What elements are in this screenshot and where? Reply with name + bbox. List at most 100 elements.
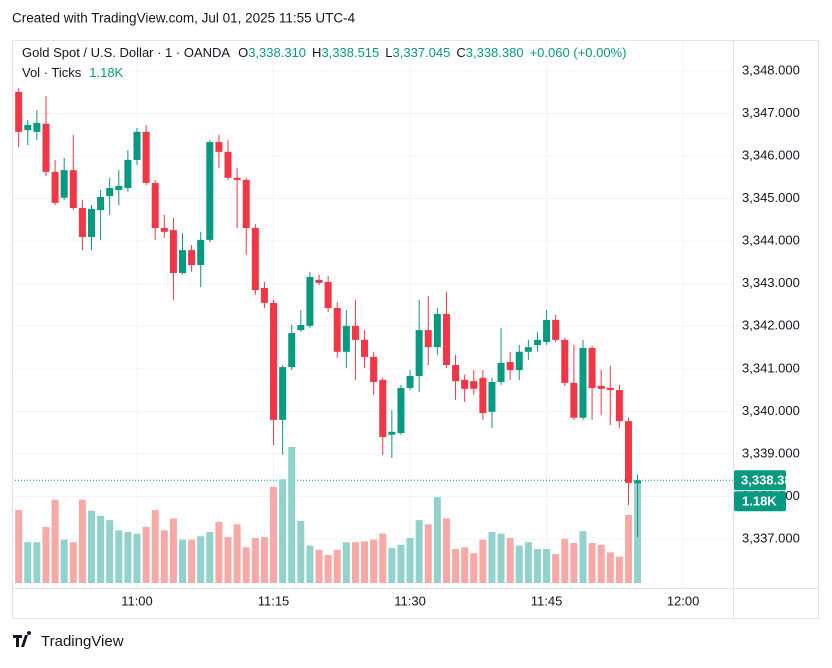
y-tick-label: 3,340.000 (742, 403, 800, 418)
candle-body (270, 302, 278, 420)
volume-bar (506, 537, 514, 583)
volume-bar (15, 509, 23, 583)
volume-bar (233, 524, 241, 583)
legend-symbol: Gold Spot / U.S. Dollar · 1 · OANDA O3,33… (22, 45, 626, 60)
volume-bar (87, 510, 95, 583)
candle-body (470, 381, 478, 389)
candle-body (333, 307, 341, 352)
volume-bar (452, 549, 460, 583)
candle-body (188, 250, 196, 266)
volume-bar (215, 521, 223, 583)
candle-body (433, 313, 441, 348)
candle-body (24, 125, 32, 131)
volume-last-label: 1.18K (742, 494, 777, 509)
ohlc-label: L (385, 45, 392, 60)
candle-body (197, 239, 205, 266)
volume-bar (579, 531, 587, 583)
volume-bar (333, 549, 341, 583)
volume-bar (588, 543, 596, 583)
candle-body (97, 196, 105, 211)
candle-body (388, 431, 396, 435)
volume-bar (224, 537, 232, 583)
x-tick-label: 11:00 (121, 593, 153, 608)
volume-bar (142, 526, 150, 583)
candle-body (515, 351, 523, 371)
candle-body (543, 319, 551, 343)
volume-bar (570, 543, 578, 583)
candle-body (142, 131, 150, 183)
candle-body (406, 376, 414, 388)
candle-body (224, 151, 232, 178)
volume-bar (179, 539, 187, 583)
legend-symbol-name: Gold Spot / U.S. Dollar · 1 · OANDA (22, 45, 230, 60)
candle-body (506, 362, 514, 371)
volume-bar (297, 520, 305, 583)
volume-bar (433, 497, 441, 583)
candle-body (634, 480, 642, 484)
x-tick-label: 11:45 (531, 593, 563, 608)
volume-bar (543, 549, 551, 583)
candle-body (497, 362, 505, 383)
volume-bar (124, 532, 132, 583)
ohlc-label: H (312, 45, 321, 60)
candle-body (251, 227, 259, 291)
candle-body (260, 287, 268, 303)
candle-body (87, 208, 95, 237)
candle-body (561, 339, 569, 383)
volume-bar (288, 447, 296, 583)
candle-body (324, 282, 332, 308)
candle-body (306, 276, 314, 326)
volume-bar (324, 554, 332, 583)
current-price-label: 3,338.380 (741, 473, 799, 488)
y-tick-label: 3,341.000 (742, 360, 800, 375)
candle-body (151, 182, 159, 228)
candle-body (315, 279, 323, 283)
volume-name: Vol · Ticks (22, 65, 82, 80)
candle-body (361, 339, 369, 357)
candle-body (69, 170, 77, 209)
candle-body (370, 356, 378, 383)
change: +0.060 (+0.00%) (530, 45, 627, 60)
candle-body (479, 377, 487, 414)
volume-bar (279, 479, 287, 583)
volume-last-box (734, 491, 786, 512)
candle-body (133, 131, 141, 160)
volume-bar (33, 542, 41, 583)
caption: Created with TradingView.com, Jul 01, 20… (12, 11, 356, 26)
volume-bar (388, 548, 396, 583)
candle-body (624, 421, 632, 483)
volume-bar (197, 536, 205, 583)
volume-bar (379, 533, 387, 583)
volume-bar (251, 537, 259, 583)
candle-body (588, 347, 596, 388)
candle-body (78, 208, 86, 237)
volume-bar (60, 539, 68, 583)
volume-bar (497, 533, 505, 583)
volume-bar (97, 515, 105, 583)
grid (12, 40, 733, 588)
ohlc-value: 3,338.380 (466, 45, 524, 60)
volume-bar (479, 539, 487, 583)
x-tick-label: 12:00 (667, 593, 700, 608)
volume-bar (169, 518, 177, 583)
volume-bar (69, 542, 77, 583)
candle-body (233, 177, 241, 180)
candle-body (215, 142, 223, 152)
brand-logo (13, 631, 32, 647)
ohlc-label: C (456, 45, 465, 60)
candle-body (442, 313, 450, 365)
candle-body (461, 379, 469, 389)
volume-bar (415, 520, 423, 583)
volume-bar (597, 544, 605, 583)
volume-bar (133, 533, 141, 583)
volume-bar (242, 547, 250, 583)
candle-body (351, 325, 359, 340)
volume-bar (561, 538, 569, 583)
volume-bar (552, 554, 560, 583)
volume-bar (51, 499, 59, 583)
candle-body (397, 387, 405, 434)
candle-body (415, 330, 423, 377)
volume-bar (606, 552, 614, 583)
y-tick-label: 3,347.000 (742, 105, 800, 120)
y-tick-label: 3,345.000 (742, 190, 800, 205)
